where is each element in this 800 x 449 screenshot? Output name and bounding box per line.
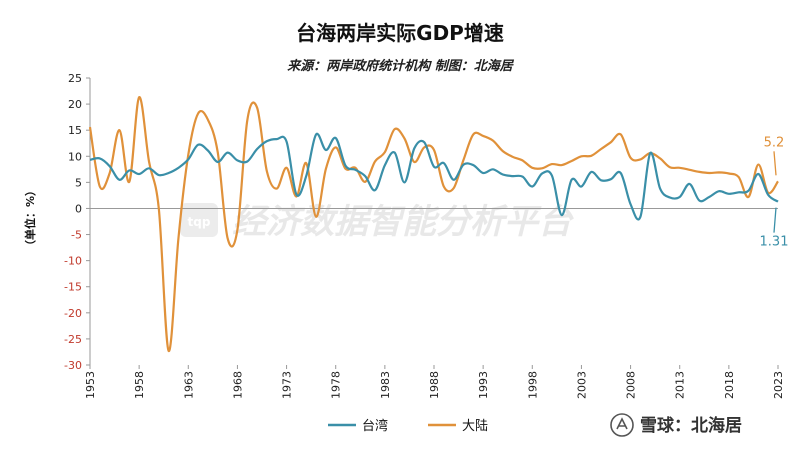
x-tick-label: 1973 <box>281 371 294 399</box>
x-tick-label: 2018 <box>723 371 736 399</box>
x-tick-label: 1963 <box>182 371 195 399</box>
annotation-arrow-mainland <box>773 151 777 176</box>
x-tick-label: 2023 <box>772 371 785 399</box>
x-tick-label: 2008 <box>625 371 638 399</box>
y-tick-label: -20 <box>64 307 82 320</box>
legend: 台湾 大陆 <box>328 418 488 434</box>
watermark-logo <box>180 203 218 237</box>
annotation-arrow-taiwan <box>773 207 777 233</box>
x-tick-label: 1978 <box>330 371 343 399</box>
y-tick-label: -15 <box>64 281 82 294</box>
x-tick-label: 1998 <box>526 371 539 399</box>
xueqiu-snowball-icon <box>610 413 634 437</box>
plot-area: 5.2 1.31 <box>88 96 789 353</box>
chart-subtitle: 来源：两岸政府统计机构 制图：北海居 <box>287 58 515 74</box>
series-line-mainland <box>88 96 779 353</box>
annotation-label-mainland: 5.2 <box>764 135 785 150</box>
watermark-logo-text: tqp <box>188 215 211 229</box>
y-tick-label: 0 <box>75 202 82 215</box>
annotation-label-taiwan: 1.31 <box>760 235 789 250</box>
legend-label-taiwan: 台湾 <box>362 418 388 434</box>
legend-label-mainland: 大陆 <box>462 418 488 434</box>
chart-title: 台海两岸实际GDP增速 <box>296 21 504 45</box>
y-tick-label: -30 <box>64 359 82 372</box>
y-tick-label: -10 <box>64 255 82 268</box>
y-tick-label: 10 <box>68 150 82 163</box>
y-tick-label: -5 <box>71 229 82 242</box>
y-tick-label: 5 <box>75 176 82 189</box>
x-tick-label: 1983 <box>379 371 392 399</box>
footer: 雪球：北海居 <box>610 413 742 437</box>
x-tick-label: 1968 <box>231 371 244 399</box>
y-tick-label: 25 <box>68 72 82 85</box>
x-tick-label: 1993 <box>477 371 490 399</box>
x-tick-label: 1958 <box>133 371 146 399</box>
y-tick-label: -25 <box>64 333 82 346</box>
x-tick-label: 2003 <box>575 371 588 399</box>
x-tick-label: 1988 <box>428 371 441 399</box>
series-line-taiwan <box>89 132 779 221</box>
y-tick-label: 15 <box>68 124 82 137</box>
footer-text: 雪球：北海居 <box>640 415 742 436</box>
y-axis-label: （单位：%） <box>23 185 37 251</box>
x-tick-label: 2013 <box>674 371 687 399</box>
x-tick-label: 1953 <box>84 371 97 399</box>
y-tick-label: 20 <box>68 98 82 111</box>
